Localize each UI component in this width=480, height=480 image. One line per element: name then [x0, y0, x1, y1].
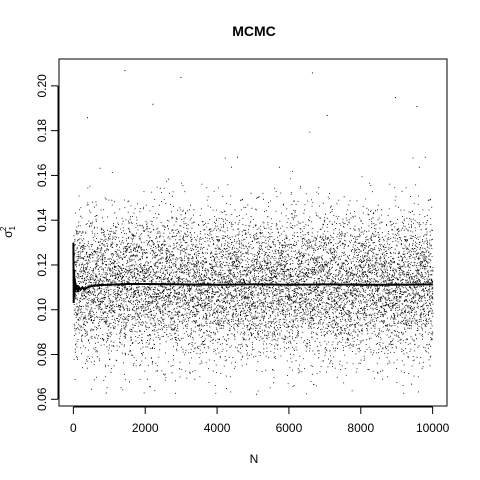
- y-axis-label: σ12: [0, 226, 17, 238]
- y-tick-label: 0.20: [35, 74, 49, 98]
- x-tick-label: 0: [70, 421, 77, 435]
- outlier-point: [395, 97, 396, 98]
- outlier-point: [87, 117, 88, 118]
- y-tick-label: 0.10: [35, 298, 49, 322]
- y-axis-label-group: σ12: [0, 226, 17, 238]
- plot-frame: [59, 59, 447, 406]
- outlier-point: [293, 386, 294, 387]
- y-tick-label: 0.14: [35, 208, 49, 232]
- y-tick-label: 0.16: [35, 163, 49, 187]
- sample-point-cloud: [73, 132, 433, 395]
- sample-points: [73, 70, 433, 395]
- y-tick-label: 0.12: [35, 253, 49, 277]
- y-axis-label-superscript: 2: [0, 226, 8, 231]
- outlier-point: [129, 381, 130, 382]
- x-tick-label: 8000: [347, 421, 374, 435]
- x-tick-label: 10000: [416, 421, 450, 435]
- y-axis-label-subscript: 1: [8, 226, 17, 231]
- x-axis-label: N: [250, 452, 259, 466]
- outlier-point: [312, 72, 313, 73]
- x-tick-label: 2000: [132, 421, 159, 435]
- y-tick-label: 0.08: [35, 343, 49, 367]
- chart-title: MCMC: [232, 23, 276, 39]
- outlier-point: [416, 106, 417, 107]
- outlier-point: [180, 77, 181, 78]
- y-axis: 0.06 0.08 0.10 0.12 0.14 0.16 0.18 0.20: [35, 74, 58, 411]
- y-tick-label: 0.18: [35, 119, 49, 143]
- outlier-point: [327, 115, 328, 116]
- outlier-point: [124, 70, 125, 71]
- outlier-point: [411, 384, 412, 385]
- x-tick-label: 4000: [204, 421, 231, 435]
- x-tick-label: 6000: [276, 421, 303, 435]
- x-axis: 0 2000 4000 6000 8000 10000: [70, 407, 450, 435]
- running-mean-line: [73, 243, 432, 303]
- outlier-point: [226, 388, 227, 389]
- outlier-point: [106, 393, 107, 394]
- y-tick-label: 0.06: [35, 387, 49, 411]
- outlier-point: [152, 104, 153, 105]
